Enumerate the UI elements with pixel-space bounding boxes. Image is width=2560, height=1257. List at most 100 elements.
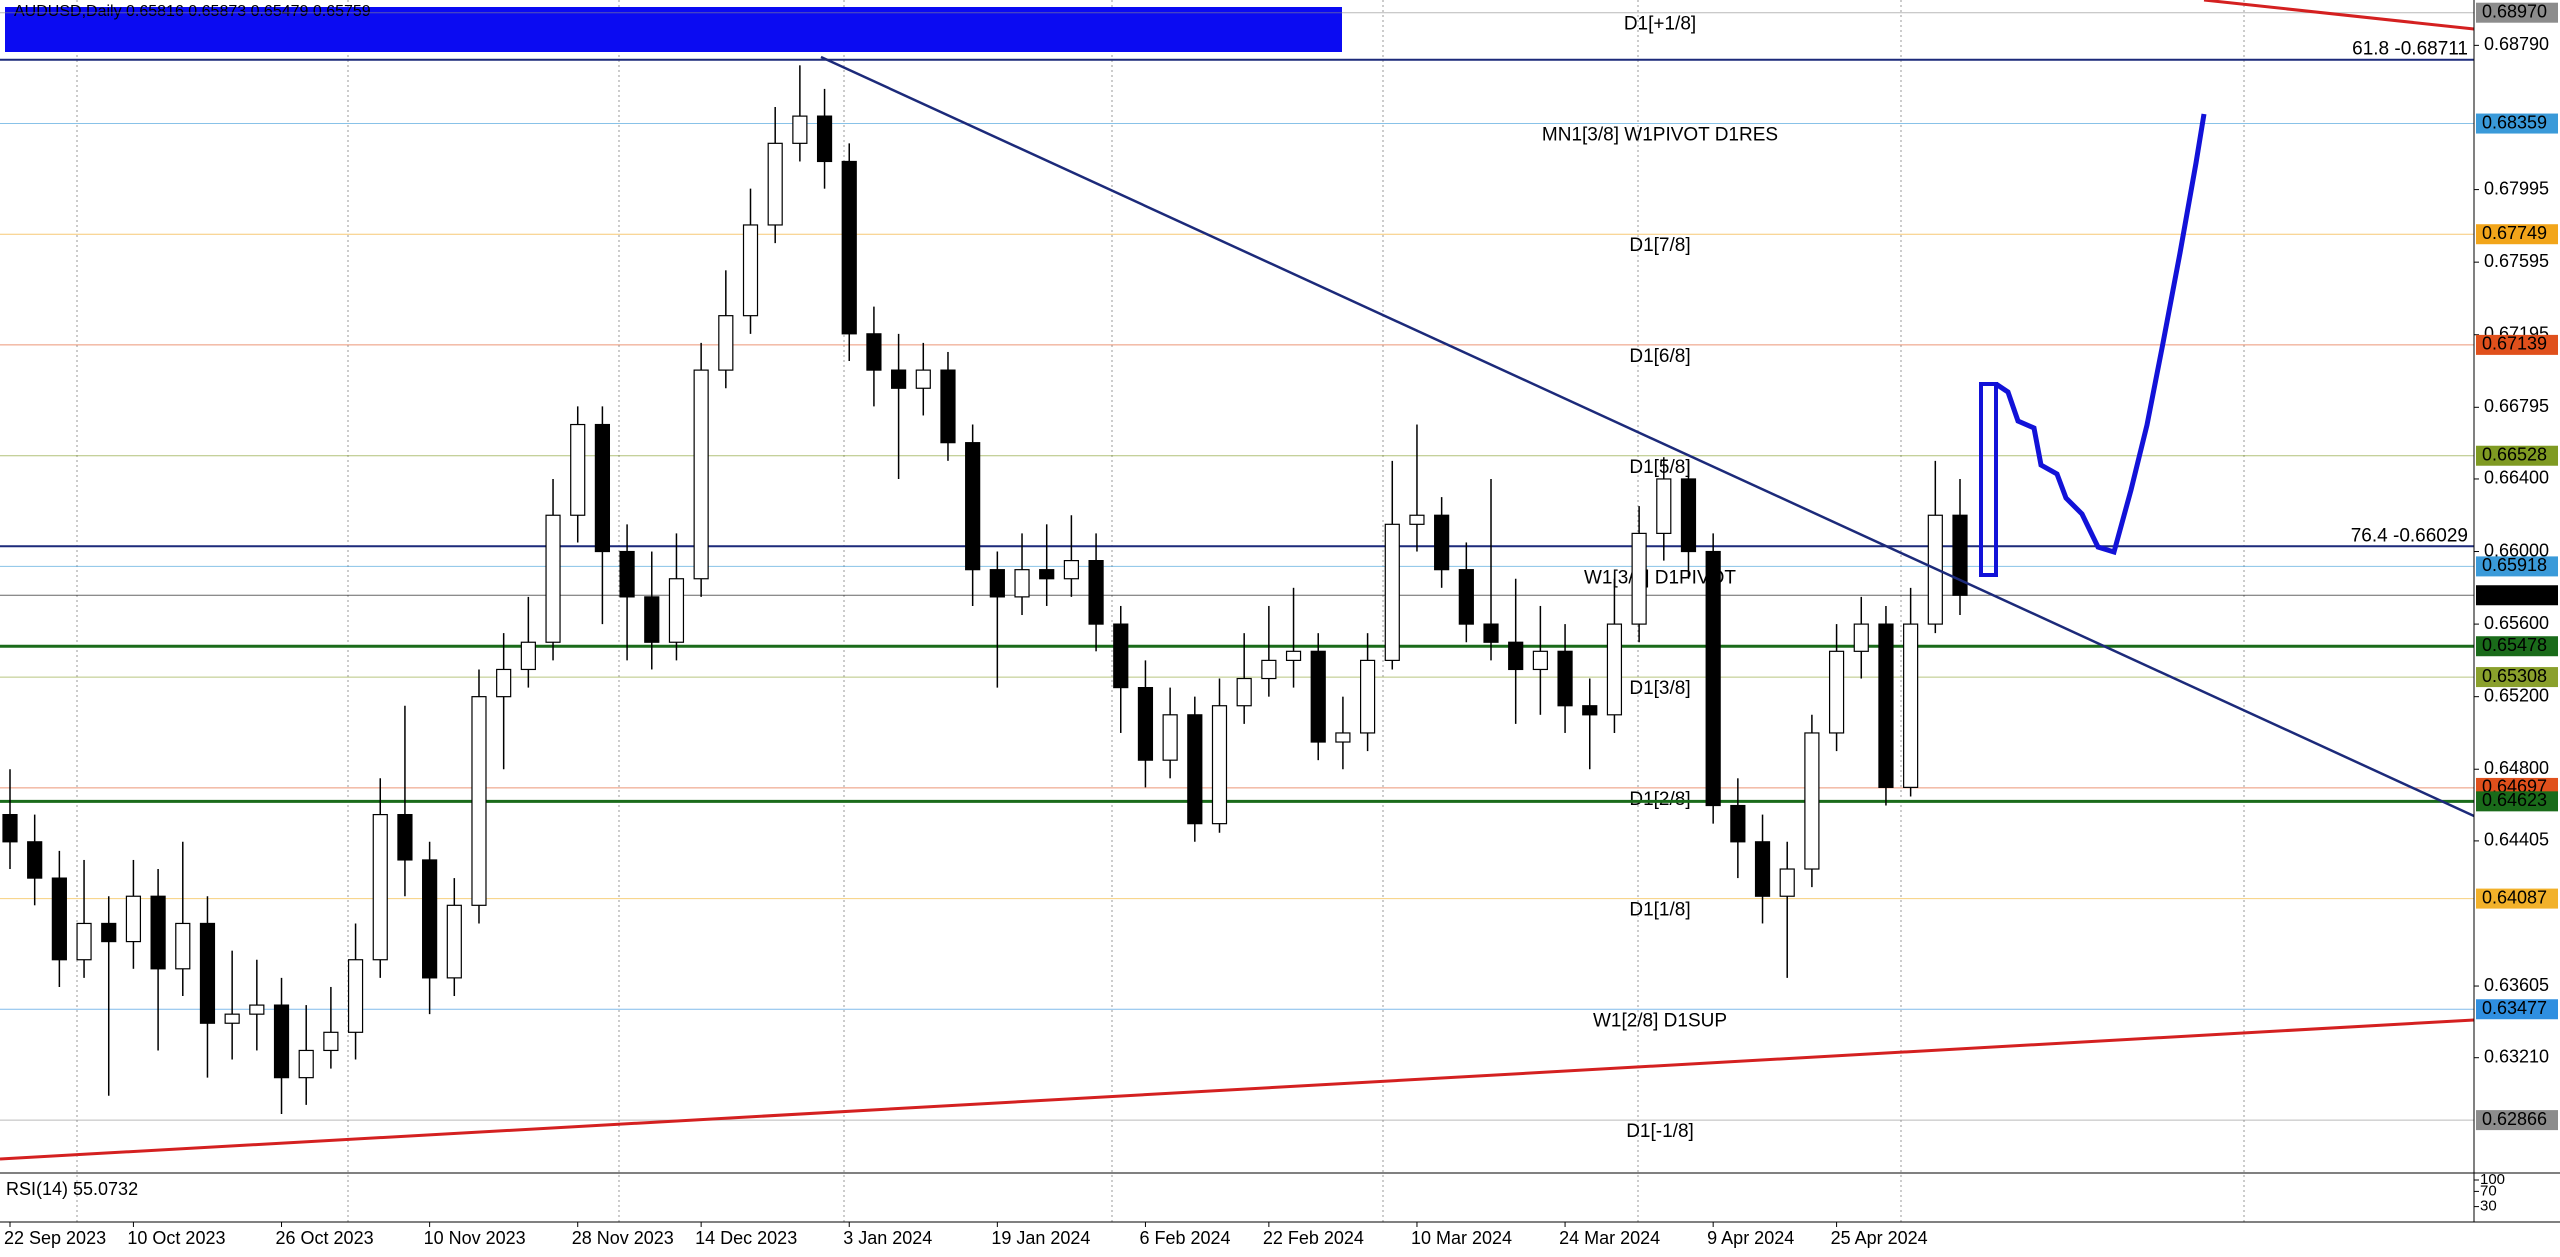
- price-tag-label: 0.65918: [2482, 555, 2547, 575]
- candle-body: [1039, 569, 1055, 580]
- price-tag-label: 0.68359: [2482, 112, 2547, 132]
- price-tag: [2476, 224, 2558, 245]
- y-tick-label: 0.65600: [2484, 613, 2549, 633]
- price-tag-label: 0.65308: [2482, 666, 2547, 686]
- candle-body: [1952, 514, 1968, 596]
- y-tick-label: 0.65200: [2484, 685, 2549, 705]
- candle-body: [1014, 569, 1030, 598]
- candle-body: [496, 668, 512, 698]
- trendline: [2203, 0, 2475, 31]
- x-tick-label: 19 Jan 2024: [991, 1228, 1090, 1248]
- candle-body: [1434, 514, 1450, 571]
- projection-path: [1994, 113, 2207, 556]
- y-tick-label: 0.64405: [2484, 830, 2549, 850]
- candle-body: [915, 369, 931, 389]
- y-tick-label: 0.64800: [2484, 758, 2549, 778]
- candle-body: [1162, 714, 1178, 761]
- level-label: MN1[3/8] W1PIVOT D1RES: [1542, 125, 1778, 146]
- price-tag-label: 0.67749: [2482, 223, 2547, 243]
- y-tick-label: 0.68790: [2484, 34, 2549, 54]
- candle-body: [1878, 623, 1894, 788]
- level-label: W1[2/8] D1SUP: [1593, 1010, 1727, 1031]
- level-label: D1[6/8]: [1629, 346, 1690, 367]
- price-tag: [2476, 445, 2558, 466]
- candle-body: [1532, 650, 1548, 671]
- candle-body: [224, 1013, 240, 1024]
- price-tag: [2476, 636, 2558, 657]
- candle-body: [1804, 732, 1820, 870]
- candle-body: [1458, 569, 1474, 625]
- price-tag-label: 0.64623: [2482, 790, 2547, 810]
- price-tag-label: 0.67139: [2482, 334, 2547, 354]
- candle-body: [1088, 560, 1104, 625]
- price-tag: [2476, 334, 2558, 355]
- candle-body: [125, 895, 142, 943]
- price-tag: [2476, 556, 2558, 577]
- rsi-tick-label: 30: [2480, 1198, 2497, 1215]
- level-label: D1[-1/8]: [1626, 1121, 1694, 1142]
- candle-body: [1409, 514, 1425, 525]
- price-tag-label: 0.66528: [2482, 444, 2547, 464]
- x-tick-label: 3 Jan 2024: [843, 1228, 932, 1248]
- price-tag-label: 0.63477: [2482, 998, 2547, 1018]
- level-label: 61.8 -0.68711: [2352, 39, 2468, 60]
- price-tag: [2476, 667, 2558, 688]
- y-tick-label: 0.67995: [2484, 178, 2549, 198]
- x-tick-label: 9 Apr 2024: [1707, 1228, 1794, 1248]
- x-tick-label: 22 Feb 2024: [1263, 1228, 1364, 1248]
- price-tag: [2476, 2, 2558, 23]
- candle-body: [866, 333, 882, 371]
- candle-body: [792, 115, 808, 144]
- x-tick-label: 14 Dec 2023: [695, 1228, 797, 1248]
- price-tag: [2476, 113, 2558, 134]
- candle-body: [1211, 705, 1228, 825]
- price-tag: [2476, 585, 2558, 606]
- candle-body: [841, 160, 857, 335]
- price-tag: [2476, 999, 2558, 1020]
- trendline: [820, 55, 2475, 818]
- candle-body: [668, 578, 685, 643]
- rsi-tick-label: 70: [2480, 1182, 2497, 1199]
- candle-body: [619, 550, 635, 598]
- candle-body: [199, 922, 216, 1024]
- candle-body: [51, 877, 67, 961]
- candle-body: [767, 142, 783, 226]
- price-tag-label: 0.68970: [2482, 1, 2547, 21]
- trendline: [0, 1018, 2475, 1161]
- candle-body: [323, 1031, 339, 1052]
- candle-body: [1483, 623, 1499, 643]
- candle-body: [1187, 714, 1203, 825]
- candle-body: [1730, 804, 1746, 843]
- y-tick-label: 0.67595: [2484, 251, 2549, 271]
- candle-body: [644, 596, 660, 643]
- candle-body: [175, 922, 191, 970]
- candle-body: [101, 922, 117, 943]
- candle-body: [422, 859, 438, 979]
- candle-body: [989, 569, 1005, 598]
- price-tag-label: 0.64087: [2482, 887, 2547, 907]
- candle-body: [298, 1049, 314, 1079]
- candle-body: [471, 696, 487, 906]
- candle-body: [397, 813, 413, 861]
- y-tick-label: 0.63210: [2484, 1046, 2549, 1066]
- candle-body: [1557, 650, 1573, 707]
- candle-body: [965, 442, 981, 571]
- level-label: D1[3/8]: [1629, 678, 1690, 699]
- candle-body: [520, 641, 536, 671]
- level-label: D1[1/8]: [1629, 900, 1690, 921]
- price-tag-label: 0.62866: [2482, 1109, 2547, 1129]
- candle-body: [446, 904, 462, 979]
- candle-body: [249, 1004, 265, 1015]
- candles: [2, 65, 1968, 1114]
- candle-body: [1631, 532, 1647, 625]
- candle-body: [816, 115, 833, 163]
- price-tag-label: 0.65478: [2482, 635, 2547, 655]
- rsi-tick-label: 100: [2480, 1171, 2505, 1188]
- candle-body: [594, 423, 611, 553]
- rsi-label: RSI(14) 55.0732: [6, 1179, 138, 1199]
- x-tick-label: 10 Oct 2023: [127, 1228, 225, 1248]
- candle-body: [1582, 705, 1598, 716]
- candle-body: [1903, 623, 1919, 788]
